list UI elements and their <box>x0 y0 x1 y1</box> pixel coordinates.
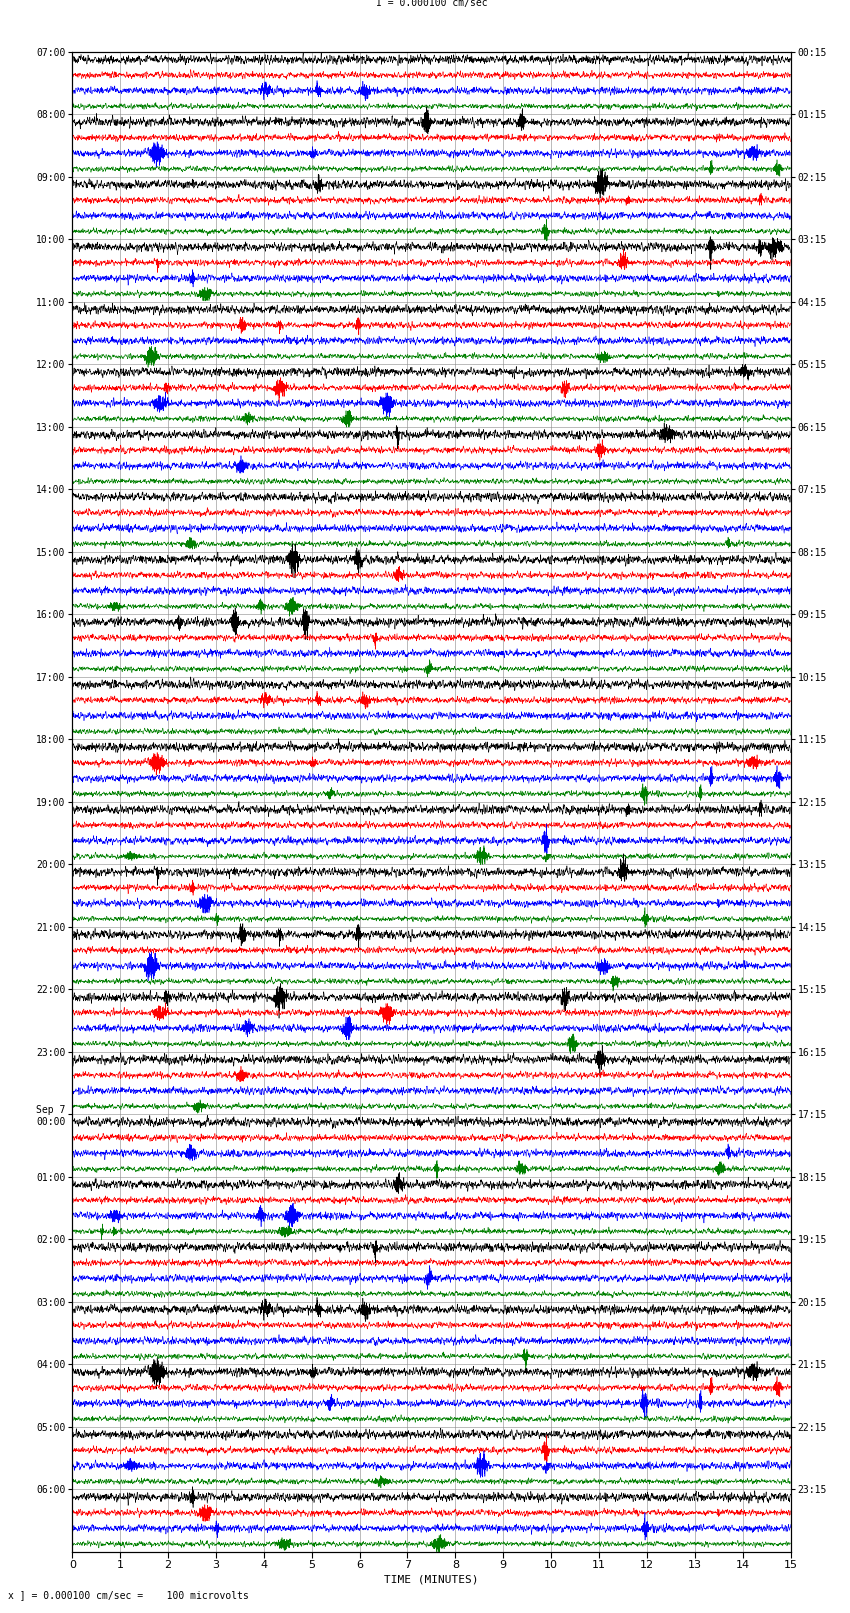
Text: x ] = 0.000100 cm/sec =    100 microvolts: x ] = 0.000100 cm/sec = 100 microvolts <box>8 1590 249 1600</box>
X-axis label: TIME (MINUTES): TIME (MINUTES) <box>384 1574 479 1584</box>
Text: I = 0.000100 cm/sec: I = 0.000100 cm/sec <box>376 0 487 8</box>
